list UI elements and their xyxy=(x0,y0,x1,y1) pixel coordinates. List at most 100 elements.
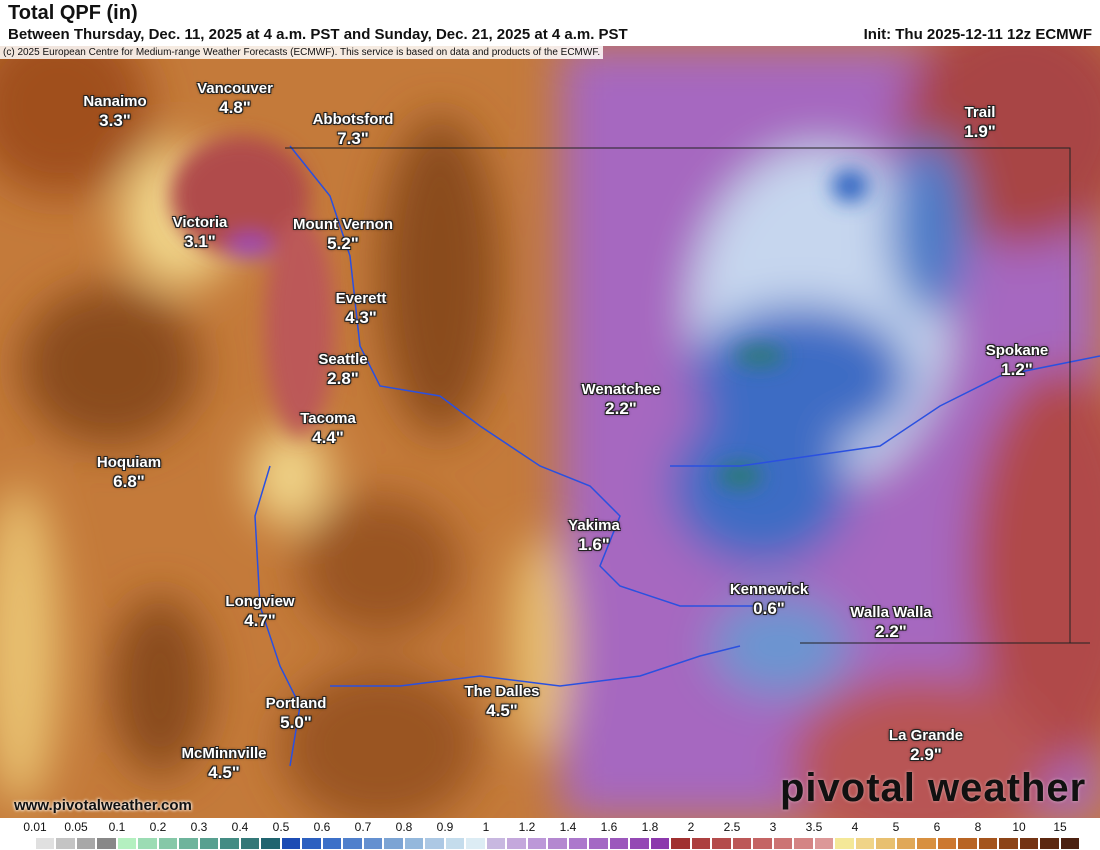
city-name: Wenatchee xyxy=(581,381,661,398)
city-label: Nanaimo 3.3" xyxy=(83,92,146,130)
legend-swatch xyxy=(1039,837,1060,850)
legend-label: 1.2 xyxy=(518,820,536,834)
legend-swatch xyxy=(588,837,609,850)
city-label: Longview 4.7" xyxy=(225,592,294,630)
city-name: Vancouver xyxy=(197,80,273,97)
city-label: Victoria 3.1" xyxy=(173,213,228,251)
legend-label: 1.4 xyxy=(559,820,577,834)
city-name: Yakima xyxy=(568,517,620,534)
legend-label: 0.01 xyxy=(23,820,47,834)
city-name: Longview xyxy=(225,593,295,610)
legend-swatch xyxy=(1018,837,1039,850)
header: Total QPF (in) Between Thursday, Dec. 11… xyxy=(0,0,1100,46)
pivotal-weather-logo: pivotal weather xyxy=(780,766,1087,810)
legend-label: 3.5 xyxy=(805,820,823,834)
legend-swatch xyxy=(608,837,629,850)
legend-label: 1.8 xyxy=(641,820,659,834)
city-name: Trail xyxy=(964,104,996,121)
city-name: Spokane xyxy=(985,342,1049,359)
legend-swatch xyxy=(649,837,670,850)
legend-swatch xyxy=(834,837,855,850)
legend-swatch xyxy=(14,837,35,850)
legend-swatch xyxy=(301,837,322,850)
legend-swatch xyxy=(670,837,691,850)
map-title: Total QPF (in) xyxy=(8,2,138,24)
legend-label: 15 xyxy=(1053,820,1067,834)
rivers xyxy=(254,145,1100,767)
state-borders xyxy=(285,147,1090,644)
city-name: Mount Vernon xyxy=(293,216,393,233)
legend-label: 3 xyxy=(769,820,777,834)
city-name: McMinnville xyxy=(181,745,267,762)
legend-swatch xyxy=(219,837,240,850)
legend-swatch xyxy=(321,837,342,850)
legend-swatch xyxy=(280,837,301,850)
city-label: Mount Vernon 5.2" xyxy=(293,215,393,253)
legend-label: 0.7 xyxy=(354,820,372,834)
legend-swatch xyxy=(55,837,76,850)
city-qpf: 4.4" xyxy=(312,428,344,447)
legend-label: 4 xyxy=(851,820,859,834)
legend-label: 1.6 xyxy=(600,820,618,834)
website-link[interactable]: www.pivotalweather.com xyxy=(14,797,192,814)
city-name: Kennewick xyxy=(729,581,809,598)
city-qpf: 7.3" xyxy=(337,129,369,148)
city-qpf: 1.6" xyxy=(578,535,610,554)
city-qpf: 3.3" xyxy=(99,111,131,130)
legend-swatch xyxy=(34,837,55,850)
legend-swatch xyxy=(116,837,137,850)
legend-swatch xyxy=(977,837,998,850)
city-name: La Grande xyxy=(888,727,964,744)
legend-swatch xyxy=(465,837,486,850)
legend-swatch xyxy=(957,837,978,850)
legend-label: 1 xyxy=(482,820,490,834)
legend-label: 0.9 xyxy=(436,820,454,834)
legend-label: 0.05 xyxy=(64,820,88,834)
city-label: McMinnville 4.5" xyxy=(181,744,266,782)
legend-label: 0.8 xyxy=(395,820,413,834)
legend-swatch xyxy=(75,837,96,850)
legend-swatch xyxy=(793,837,814,850)
city-name: Nanaimo xyxy=(83,93,147,110)
city-qpf: 1.2" xyxy=(1001,360,1033,379)
city-name: Victoria xyxy=(172,214,228,231)
city-qpf: 5.2" xyxy=(327,234,359,253)
copyright-notice: (c) 2025 European Centre for Medium-rang… xyxy=(0,46,604,59)
city-qpf: 4.5" xyxy=(486,701,518,720)
legend-swatch xyxy=(875,837,896,850)
legend-label: 0.1 xyxy=(108,820,126,834)
city-qpf: 1.9" xyxy=(964,122,996,141)
legend-swatch xyxy=(403,837,424,850)
city-name: Portland xyxy=(265,695,327,712)
legend-swatch xyxy=(362,837,383,850)
legend-label: 0.2 xyxy=(149,820,167,834)
city-qpf: 3.1" xyxy=(184,232,216,251)
city-name: Seattle xyxy=(318,351,368,368)
city-label: La Grande 2.9" xyxy=(889,726,963,764)
city-label: Tacoma 4.4" xyxy=(300,409,356,447)
legend-swatch xyxy=(936,837,957,850)
city-name: Abbotsford xyxy=(312,111,394,128)
color-legend: 0.01 0.05 0.1 0.2 0.3 0.4 0.5 0.6 0.7 0.8 0.9 1 1.2 1… xyxy=(0,818,1100,850)
city-label: Everett 4.3" xyxy=(336,289,387,327)
legend-label: 10 xyxy=(1012,820,1026,834)
legend-swatch xyxy=(444,837,465,850)
legend-swatch xyxy=(813,837,834,850)
legend-swatch xyxy=(567,837,588,850)
legend-swatch xyxy=(854,837,875,850)
legend-swatch xyxy=(485,837,506,850)
city-name: Everett xyxy=(335,290,387,307)
city-qpf: 4.5" xyxy=(208,763,240,782)
city-qpf: 5.0" xyxy=(280,713,312,732)
legend-swatch xyxy=(547,837,568,850)
city-name: Hoquiam xyxy=(96,454,162,471)
city-label: Spokane 1.2" xyxy=(986,341,1049,379)
legend-swatch xyxy=(998,837,1019,850)
legend-label: 8 xyxy=(974,820,982,834)
city-qpf: 4.3" xyxy=(345,308,377,327)
valid-period: Between Thursday, Dec. 11, 2025 at 4 a.m… xyxy=(8,26,628,43)
legend-swatch xyxy=(239,837,260,850)
legend-label: 0.6 xyxy=(313,820,331,834)
city-qpf: 0.6" xyxy=(753,599,785,618)
legend-label: 2.5 xyxy=(723,820,741,834)
